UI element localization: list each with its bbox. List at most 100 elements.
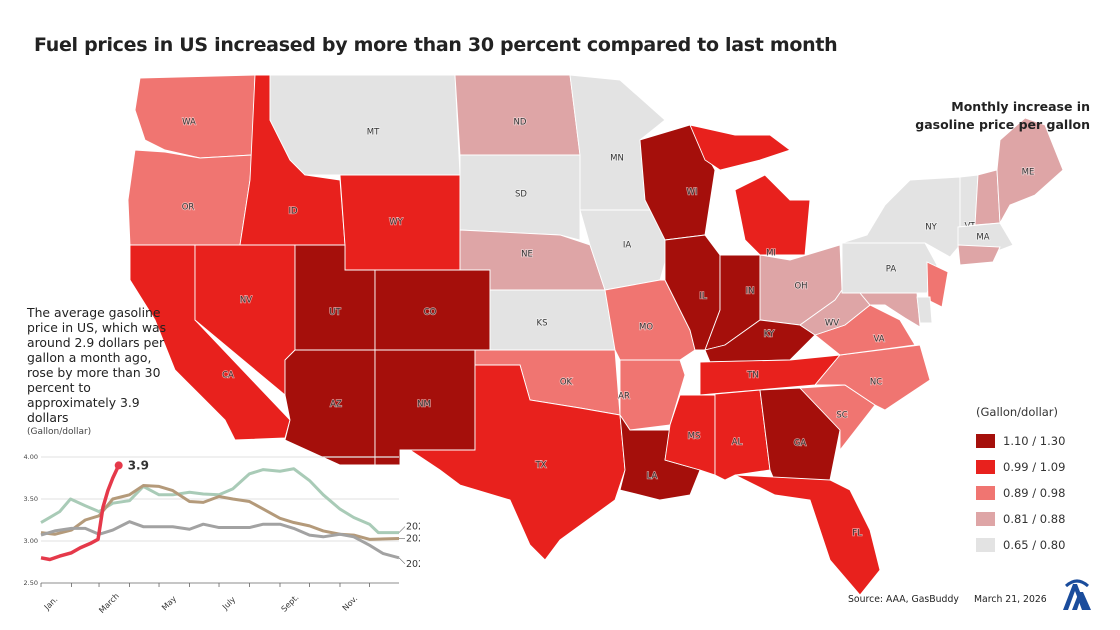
state-pa[interactable]: PA	[841, 242, 938, 294]
state-label: PA	[886, 265, 897, 275]
state-tn[interactable]: TN	[699, 354, 842, 396]
state-or[interactable]: OR	[127, 149, 253, 246]
state-sc[interactable]: SC	[799, 384, 876, 452]
legend-item: 0.81 / 0.88	[976, 506, 1065, 532]
state-label: TN	[746, 371, 759, 381]
state-label: MO	[639, 323, 653, 333]
legend-title: Monthly increase in gasoline price per g…	[915, 99, 1090, 132]
state-shape[interactable]	[269, 74, 461, 176]
state-shape[interactable]	[957, 244, 1001, 266]
legend-item: 0.65 / 0.80	[976, 532, 1065, 558]
y-tick-label: 3.00	[24, 537, 38, 545]
x-tick-label: Sept.	[280, 593, 301, 614]
legend-swatch	[976, 434, 995, 448]
map-legend: (Gallon/dollar) 1.10 / 1.30 0.99 / 1.09 0.…	[976, 405, 1065, 558]
state-label: OK	[560, 378, 573, 388]
state-shape[interactable]	[734, 474, 881, 596]
state-mt[interactable]: MT	[269, 74, 461, 176]
state-shape[interactable]	[996, 117, 1064, 225]
state-wa[interactable]: WA	[134, 74, 256, 159]
state-shape[interactable]	[859, 292, 921, 328]
state-ct[interactable]	[957, 244, 1001, 266]
state-label: FL	[852, 529, 862, 539]
series-line-2024	[40, 484, 400, 541]
state-label: IA	[623, 241, 632, 251]
legend-item: 0.89 / 0.98	[976, 480, 1065, 506]
state-label: OR	[182, 203, 195, 213]
legend-swatch	[976, 486, 995, 500]
chart-description: The average gasoline price in US, which …	[27, 305, 167, 440]
state-shape[interactable]	[974, 169, 1001, 226]
state-shape[interactable]	[799, 384, 876, 452]
legend-swatch	[976, 460, 995, 474]
state-de[interactable]	[916, 296, 933, 324]
state-sd[interactable]: SD	[459, 154, 581, 241]
state-shape[interactable]	[957, 222, 1014, 251]
state-nh[interactable]	[974, 169, 1001, 226]
state-label: UT	[329, 308, 341, 318]
state-shape[interactable]	[916, 296, 933, 324]
state-md[interactable]	[859, 292, 921, 328]
state-label: VA	[873, 335, 884, 345]
state-label: MS	[688, 432, 701, 442]
state-tx[interactable]: TX	[408, 364, 626, 561]
state-label: LA	[647, 472, 658, 482]
chart-unit-label: (Gallon/dollar)	[27, 427, 92, 437]
state-label: IN	[746, 287, 755, 297]
state-label: MN	[610, 154, 624, 164]
legend-label: 0.99 / 1.09	[1003, 460, 1066, 474]
state-label: GA	[794, 439, 807, 449]
state-shape[interactable]	[489, 289, 616, 351]
description-text: The average gasoline price in US, which …	[27, 305, 167, 425]
state-shape[interactable]	[454, 74, 581, 156]
state-label: CO	[424, 308, 437, 318]
legend-item: 0.99 / 1.09	[976, 454, 1065, 480]
state-label: WV	[825, 319, 839, 329]
state-wy[interactable]: WY	[339, 174, 461, 271]
state-shape[interactable]	[689, 124, 791, 171]
state-label: NY	[925, 223, 937, 233]
state-shape[interactable]	[734, 174, 811, 256]
x-tick-label: May	[160, 594, 178, 612]
y-tick-label: 2.50	[24, 579, 38, 587]
state-ma[interactable]: MA	[957, 222, 1014, 251]
state-label: KY	[764, 330, 775, 340]
current-point	[114, 461, 123, 470]
state-shape[interactable]	[926, 261, 949, 308]
state-mi[interactable]: MI	[689, 124, 811, 259]
state-label: SC	[836, 411, 847, 421]
series-label-leader	[398, 557, 406, 565]
state-shape[interactable]	[134, 74, 256, 159]
legend-swatch	[976, 512, 995, 526]
state-label: TX	[534, 461, 546, 471]
state-label: OH	[794, 282, 807, 292]
legend-label: 0.81 / 0.88	[1003, 512, 1066, 526]
state-label: AL	[732, 438, 743, 448]
state-label: AZ	[330, 400, 342, 410]
state-shape[interactable]	[408, 364, 626, 561]
current-value-label: 3.9	[128, 458, 149, 472]
state-me[interactable]: ME	[996, 117, 1064, 225]
state-label: MI	[766, 249, 776, 259]
series-line-current	[40, 464, 121, 562]
state-shape[interactable]	[127, 149, 253, 246]
state-label: WI	[687, 188, 698, 198]
state-label: WY	[389, 218, 403, 228]
x-tick-label: March	[97, 591, 121, 615]
state-mn[interactable]: MN	[569, 74, 666, 211]
state-nd[interactable]: ND	[454, 74, 581, 156]
series-label: 2023	[406, 522, 420, 533]
state-fl[interactable]: FL	[734, 474, 881, 596]
aa-logo-icon	[1063, 579, 1091, 610]
legend-item: 1.10 / 1.30	[976, 428, 1065, 454]
price-trend-chart: 2.50 3.00 3.50 4.00 Jan. March May July Sept. Nov…	[24, 453, 420, 615]
state-label: WA	[182, 118, 196, 128]
source-note: Source: AAA, GasBuddy	[848, 594, 959, 605]
state-co[interactable]: CO	[374, 269, 491, 351]
state-label: NV	[240, 296, 252, 306]
state-nj[interactable]	[926, 261, 949, 308]
state-label: KS	[537, 319, 548, 329]
state-ks[interactable]: KS	[489, 289, 616, 351]
state-shape[interactable]	[459, 154, 581, 241]
